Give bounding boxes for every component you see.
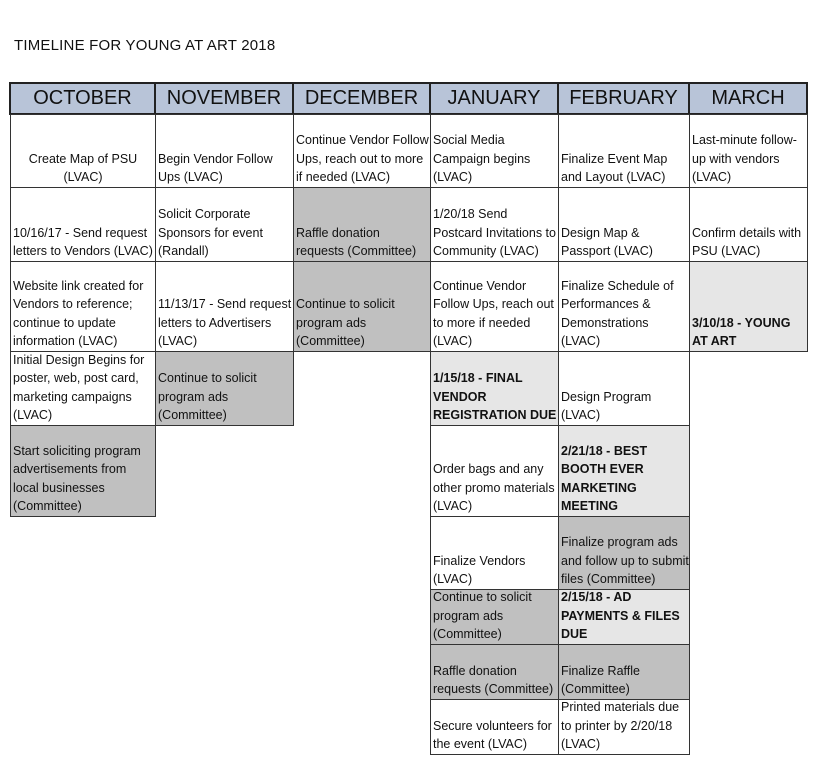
cell-text: 1/20/18 Send Postcard Invitations to Com…	[433, 207, 556, 258]
cell-text: Solicit Corporate Sponsors for event (Ra…	[158, 207, 263, 258]
cell-text: Continue to solicit program ads (Committ…	[433, 590, 532, 641]
table-cell: Finalize Vendors (LVAC)	[430, 516, 559, 590]
table-cell: Solicit Corporate Sponsors for event (Ra…	[155, 187, 294, 262]
table-cell: Continue to solicit program ads (Committ…	[430, 589, 559, 645]
table-cell: 2/21/18 - BEST BOOTH EVER MARKETING MEET…	[558, 425, 690, 517]
table-cell: Initial Design Begins for poster, web, p…	[10, 351, 156, 426]
table-cell: Raffle donation requests (Committee)	[430, 644, 559, 700]
cell-text: 1/15/18 - FINAL VENDOR REGISTRATION DUE	[433, 371, 557, 422]
cell-text: 2/15/18 - AD PAYMENTS & FILES DUE	[561, 590, 680, 641]
cell-text: Create Map of PSU (LVAC)	[28, 151, 138, 184]
table-cell: 10/16/17 - Send request letters to Vendo…	[10, 187, 156, 262]
cell-text: Website link created for Vendors to refe…	[13, 279, 144, 348]
table-cell: Begin Vendor Follow Ups (LVAC)	[155, 114, 294, 188]
table-cell: Website link created for Vendors to refe…	[10, 261, 156, 352]
table-cell: 1/15/18 - FINAL VENDOR REGISTRATION DUE	[430, 351, 559, 426]
page-title: TIMELINE FOR YOUNG AT ART 2018	[14, 37, 276, 54]
cell-text: Continue Vendor Follow Ups, reach out to…	[433, 279, 554, 348]
cell-text: Design Program (LVAC)	[561, 389, 652, 422]
cell-text: Continue to solicit program ads (Committ…	[296, 297, 395, 348]
month-header-december: DECEMBER	[292, 82, 431, 115]
cell-text: Confirm details with PSU (LVAC)	[692, 225, 802, 258]
table-cell: Last-minute follow-up with vendors (LVAC…	[689, 114, 808, 188]
cell-text: Design Map & Passport (LVAC)	[561, 225, 653, 258]
table-cell: 3/10/18 - YOUNG AT ART	[689, 261, 808, 352]
table-cell: Confirm details with PSU (LVAC)	[689, 187, 808, 262]
table-cell: 1/20/18 Send Postcard Invitations to Com…	[430, 187, 559, 262]
month-header-january: JANUARY	[429, 82, 559, 115]
table-cell: Create Map of PSU (LVAC)	[10, 114, 156, 188]
cell-text: Social Media Campaign begins (LVAC)	[433, 133, 531, 184]
table-cell: Design Program (LVAC)	[558, 351, 690, 426]
cell-text: Finalize Schedule of Performances & Demo…	[561, 279, 674, 348]
month-header-october: OCTOBER	[9, 82, 156, 115]
table-cell: Finalize Schedule of Performances & Demo…	[558, 261, 690, 352]
table-cell: Finalize program ads and follow up to su…	[558, 516, 690, 590]
table-cell: Continue to solicit program ads (Committ…	[155, 351, 294, 426]
cell-text: 10/16/17 - Send request letters to Vendo…	[13, 225, 153, 258]
cell-text: 11/13/17 - Send request letters to Adver…	[158, 297, 292, 348]
cell-text: 2/21/18 - BEST BOOTH EVER MARKETING MEET…	[561, 444, 648, 513]
cell-text: Printed materials due to printer by 2/20…	[561, 700, 680, 751]
month-header-february: FEBRUARY	[557, 82, 690, 115]
table-cell: Social Media Campaign begins (LVAC)	[430, 114, 559, 188]
table-cell: Finalize Raffle (Committee)	[558, 644, 690, 700]
table-cell: Secure volunteers for the event (LVAC)	[430, 699, 559, 755]
cell-text: Continue to solicit program ads (Committ…	[158, 371, 257, 422]
table-cell: 2/15/18 - AD PAYMENTS & FILES DUE	[558, 589, 690, 645]
cell-text: Order bags and any other promo materials…	[433, 462, 555, 513]
cell-text: Finalize program ads and follow up to su…	[561, 535, 689, 586]
cell-text: 3/10/18 - YOUNG AT ART	[692, 315, 791, 348]
cell-text: Finalize Vendors (LVAC)	[433, 553, 526, 586]
table-cell: Printed materials due to printer by 2/20…	[558, 699, 690, 755]
timeline-table: OCTOBER NOVEMBER DECEMBER JANUARY FEBRUARY MA…	[9, 82, 808, 755]
table-cell: Continue to solicit program ads (Committ…	[293, 261, 431, 352]
cell-text: Secure volunteers for the event (LVAC)	[433, 718, 552, 751]
table-cell: Design Map & Passport (LVAC)	[558, 187, 690, 262]
cell-text: Raffle donation requests (Committee)	[433, 663, 554, 696]
table-cell: Continue Vendor Follow Ups, reach out to…	[293, 114, 431, 188]
cell-text: Raffle donation requests (Committee)	[296, 225, 417, 258]
table-cell: Continue Vendor Follow Ups, reach out to…	[430, 261, 559, 352]
table-cell: 11/13/17 - Send request letters to Adver…	[155, 261, 294, 352]
cell-text: Finalize Raffle (Committee)	[561, 663, 640, 696]
cell-text: Start soliciting program advertisements …	[13, 444, 141, 513]
month-header-november: NOVEMBER	[154, 82, 294, 115]
cell-text: Last-minute follow-up with vendors (LVAC…	[692, 133, 797, 184]
cell-text: Initial Design Begins for poster, web, p…	[13, 353, 145, 422]
month-header-march: MARCH	[688, 82, 808, 115]
cell-text: Finalize Event Map and Layout (LVAC)	[561, 151, 668, 184]
table-cell: Finalize Event Map and Layout (LVAC)	[558, 114, 690, 188]
table-cell: Raffle donation requests (Committee)	[293, 187, 431, 262]
cell-text: Begin Vendor Follow Ups (LVAC)	[158, 151, 273, 184]
table-cell: Start soliciting program advertisements …	[10, 425, 156, 517]
table-cell: Order bags and any other promo materials…	[430, 425, 559, 517]
cell-text: Continue Vendor Follow Ups, reach out to…	[296, 133, 429, 184]
